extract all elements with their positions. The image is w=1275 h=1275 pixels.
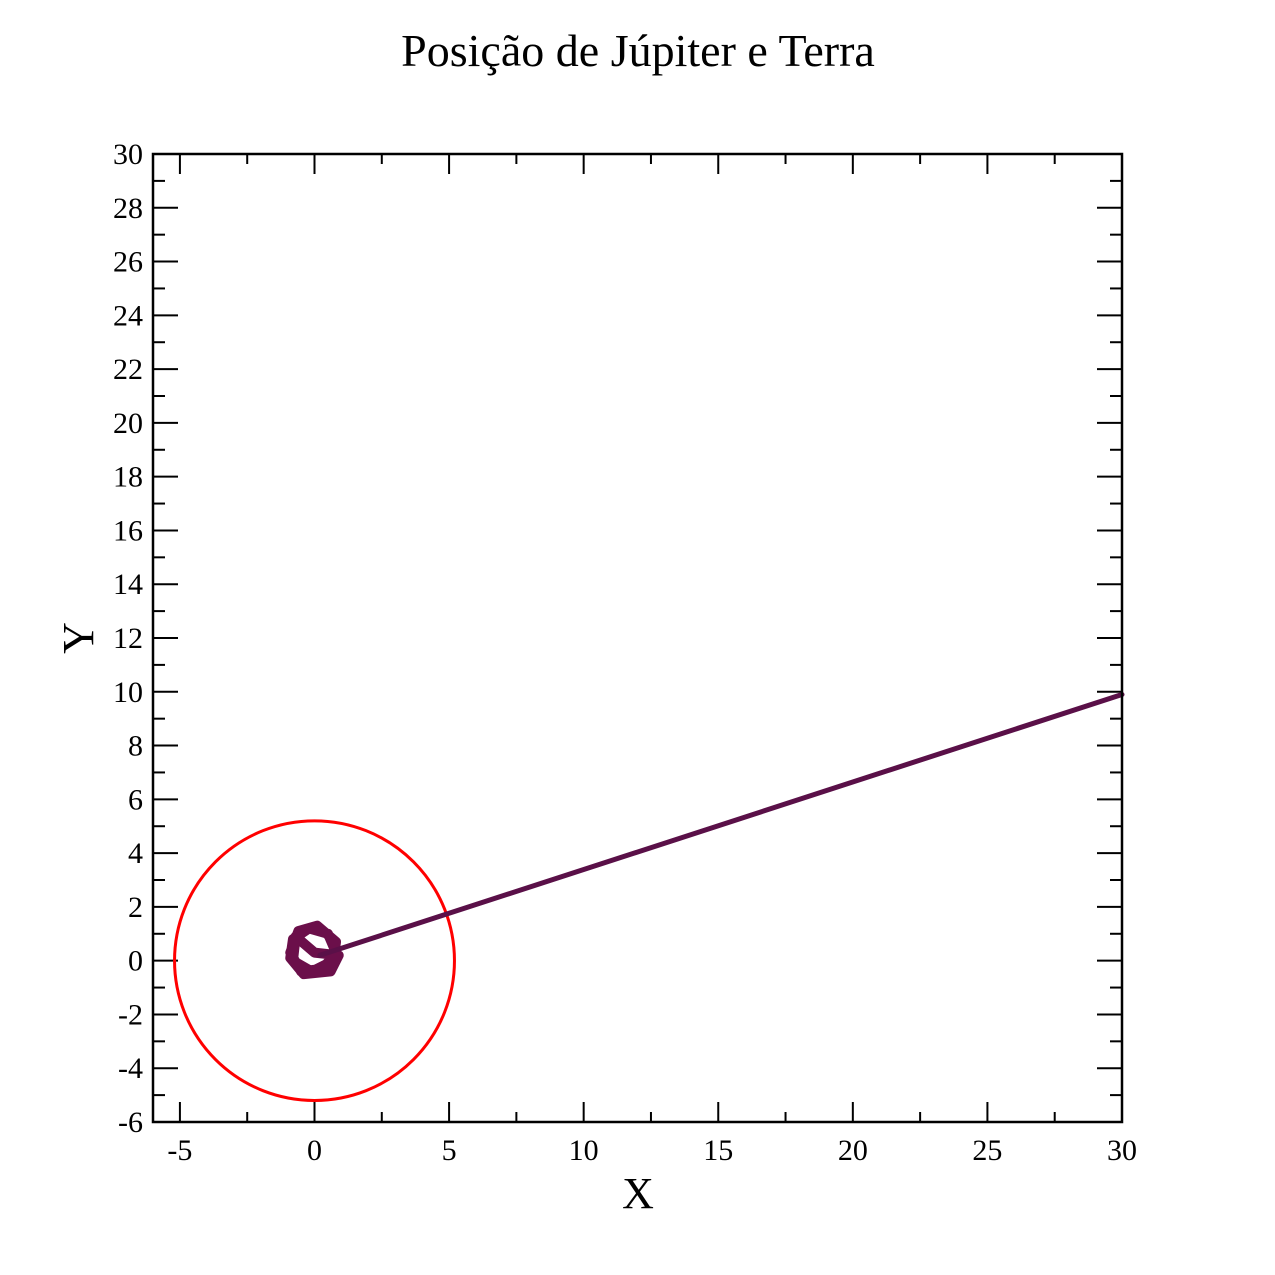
- y-tick-label: 8: [128, 730, 143, 763]
- y-tick-label: 6: [128, 783, 143, 816]
- y-tick-label: 30: [113, 138, 143, 171]
- axis-tick-labels: -5 0 5 10 15 20 25 30-6-4-202468101214161820222…: [113, 138, 1137, 1167]
- series-line: [317, 691, 1125, 958]
- y-tick-label: -4: [118, 1052, 143, 1085]
- y-tick-label: -6: [118, 1106, 143, 1139]
- axis-ticks: [153, 153, 1123, 1123]
- x-tick-label: 30: [1107, 1134, 1137, 1167]
- y-tick-label: 0: [128, 945, 143, 978]
- y-tick-label: 20: [113, 407, 143, 440]
- y-tick-label: 22: [113, 353, 143, 386]
- y-tick-label: 24: [113, 299, 143, 332]
- y-tick-label: 16: [113, 514, 143, 547]
- x-axis-label: X: [622, 1169, 654, 1218]
- y-tick-label: 4: [128, 837, 143, 870]
- plot-series: [173, 691, 1125, 1102]
- y-tick-label: -2: [118, 998, 143, 1031]
- x-tick-label: 10: [569, 1134, 599, 1167]
- y-tick-label: 12: [113, 622, 143, 655]
- y-tick-label: 14: [113, 568, 143, 601]
- y-tick-label: 28: [113, 192, 143, 225]
- x-tick-label: 15: [703, 1134, 733, 1167]
- x-tick-label: 20: [838, 1134, 868, 1167]
- x-tick-label: 0: [307, 1134, 322, 1167]
- x-tick-label: -5: [167, 1134, 192, 1167]
- y-axis-label: Y: [54, 622, 103, 654]
- chart-title: Posição de Júpiter e Terra: [401, 25, 875, 76]
- y-tick-label: 26: [113, 246, 143, 279]
- x-tick-label: 25: [972, 1134, 1002, 1167]
- y-tick-label: 10: [113, 676, 143, 709]
- series-orbit-circle: [173, 819, 456, 1102]
- y-tick-label: 2: [128, 891, 143, 924]
- plot-frame: [151, 152, 1124, 1124]
- y-tick-label: 18: [113, 461, 143, 494]
- x-tick-label: 5: [442, 1134, 457, 1167]
- series-loops: [285, 920, 344, 980]
